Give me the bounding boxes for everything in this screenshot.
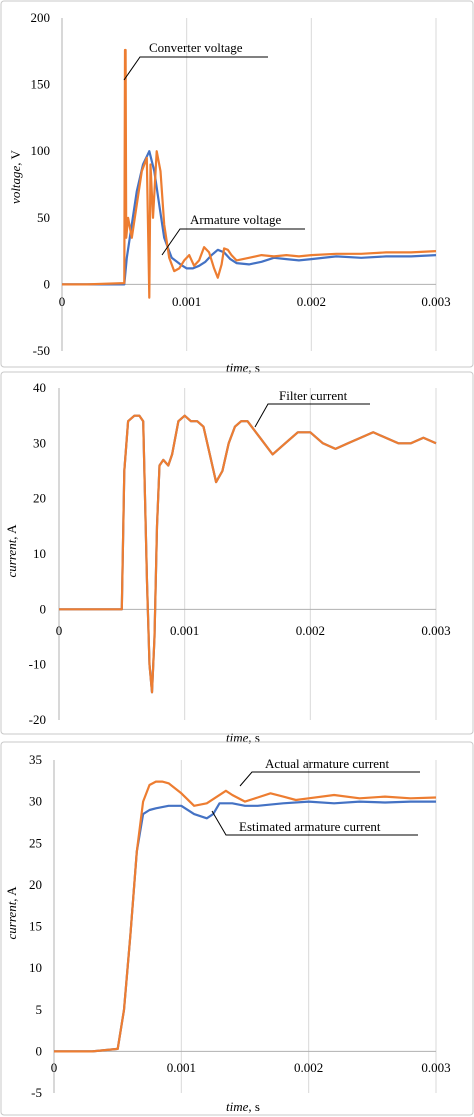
panel-frame [0,371,474,735]
panel-frame [0,741,474,1116]
y-tick-label: 25 [29,835,42,850]
annotations: Actual armature current Estimated armatu… [211,756,420,836]
annotation-leader-converter-voltage [123,56,268,81]
y-tick-label: -5 [31,1085,42,1100]
y-axis-label: current, A [4,886,19,940]
series-group [62,48,437,299]
series-line-1 [59,414,437,694]
y-tick-label: 100 [31,143,51,158]
x-axis-label: time, s [226,1099,260,1114]
y-tick-label: 50 [37,210,50,225]
annotation-estimated-armature-current: Estimated armature current [239,819,381,834]
y-tick-label: 30 [33,435,46,450]
y-axis-label-name: voltage [8,165,23,203]
y-tick-label: 0 [44,276,51,291]
y-tick-label: 15 [29,919,42,934]
annotation-actual-armature-current: Actual armature current [265,756,390,771]
x-tick-labels: 0 0.001 0.002 0.003 [59,294,451,309]
y-tick-label: 5 [36,1002,43,1017]
x-tick-label: 0.002 [296,623,325,638]
x-tick-label: 0.001 [167,1060,196,1075]
gridlines [58,388,437,720]
x-tick-label: 0.003 [421,294,450,309]
annotation-filter-current: Filter current [279,388,348,403]
y-tick-label: 20 [33,491,46,506]
x-axis-label-unit: , s [248,1099,260,1114]
y-axis-label-unit: , V [8,149,23,165]
y-tick-label: 10 [29,960,42,975]
x-axis-label-name: time [226,360,249,375]
y-axis-label-name: current [4,539,19,577]
annotation-leader-armature-voltage [161,228,305,256]
y-tick-label: 10 [33,546,46,561]
series-line-1 [54,800,436,1053]
x-tick-label: 0.001 [170,623,199,638]
x-axis-label: time, s [226,360,260,375]
x-tick-labels: 0 0.001 0.002 0.003 [51,1060,451,1075]
series-group [59,414,437,694]
y-tick-label: -50 [33,343,50,358]
series-line-2 [62,48,437,299]
y-tick-labels: -50 0 50 100 150 200 [31,10,51,358]
x-tick-label: 0 [51,1060,58,1075]
y-tick-label: 35 [29,752,42,767]
annotation-armature-voltage: Armature voltage [190,212,282,227]
x-tick-labels: 0 0.001 0.002 0.003 [56,623,451,638]
x-tick-label: 0.002 [294,1060,323,1075]
y-tick-label: 150 [31,77,51,92]
y-tick-label: 30 [29,794,42,809]
chart-panel-armature-current: -5 0 5 10 15 20 25 30 35 0 0.001 0.002 0.003 Actual… [0,741,474,1116]
y-tick-labels: -5 0 5 10 15 20 25 30 35 [29,752,42,1100]
x-axis-label: time, s [226,730,260,745]
y-axis-label-unit: , A [4,524,19,540]
x-tick-label: 0 [56,623,63,638]
annotations: Filter current [254,388,370,428]
x-axis-label-name: time [226,1099,249,1114]
gridlines [53,760,437,1093]
x-tick-label: 0.003 [421,623,450,638]
annotation-converter-voltage: Converter voltage [149,40,243,55]
annotation-leader-estimated-armature-current [211,810,418,836]
x-tick-label: 0.001 [172,294,201,309]
y-tick-label: 200 [31,10,51,25]
x-axis-label-name: time [226,730,249,745]
annotation-leader-actual-armature-current [239,771,420,787]
x-tick-label: 0.003 [421,1060,450,1075]
x-axis-label-unit: , s [248,730,260,745]
y-tick-label: -10 [29,657,46,672]
annotations: Converter voltage Armature voltage [123,40,305,256]
y-tick-label: 40 [33,380,46,395]
y-axis-label: voltage, V [8,149,23,204]
series-line-2 [54,780,437,1053]
series-group [54,780,437,1053]
annotation-leader-filter-current [254,403,370,428]
chart-panel-filter-current: -20 -10 0 10 20 30 40 0 0.001 0.002 0.003 Filter … [0,371,474,745]
x-axis-label-unit: , s [248,360,260,375]
y-tick-labels: -20 -10 0 10 20 30 40 [29,380,46,727]
x-tick-label: 0.002 [297,294,326,309]
y-axis-label-name: current [4,901,19,939]
y-axis-label-unit: , A [4,886,19,902]
y-tick-label: 20 [29,877,42,892]
series-line-2 [59,414,437,694]
y-axis-label: current, A [4,524,19,578]
x-tick-label: 0 [59,294,66,309]
panel-frame [0,0,474,368]
y-tick-label: 0 [40,601,47,616]
gridlines [61,18,437,351]
y-tick-label: -20 [29,712,46,727]
y-tick-label: 0 [36,1043,43,1058]
chart-panel-voltage: -50 0 50 100 150 200 0 0.001 0.002 0.003 Convert… [0,0,474,375]
